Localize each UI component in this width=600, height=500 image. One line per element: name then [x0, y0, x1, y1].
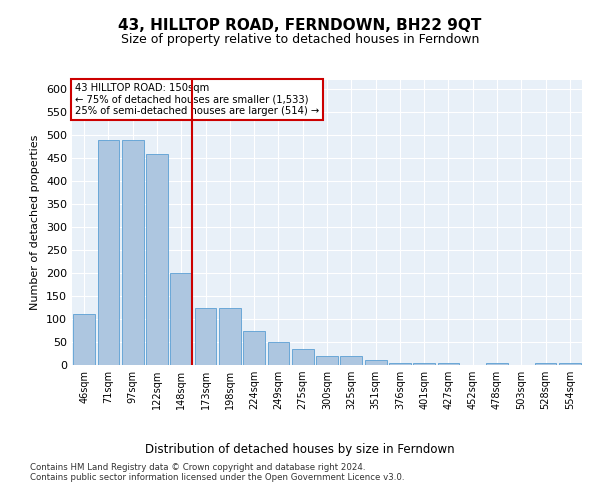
Y-axis label: Number of detached properties: Number of detached properties	[31, 135, 40, 310]
Bar	[170, 273, 192, 365]
Bar	[219, 308, 241, 365]
Bar	[559, 362, 581, 365]
Bar	[268, 342, 289, 365]
Bar	[122, 140, 143, 365]
Text: Size of property relative to detached houses in Ferndown: Size of property relative to detached ho…	[121, 32, 479, 46]
Bar	[365, 360, 386, 365]
Bar	[389, 362, 411, 365]
Bar	[73, 314, 95, 365]
Text: 43 HILLTOP ROAD: 150sqm
← 75% of detached houses are smaller (1,533)
25% of semi: 43 HILLTOP ROAD: 150sqm ← 75% of detache…	[74, 83, 319, 116]
Text: Contains HM Land Registry data © Crown copyright and database right 2024.
Contai: Contains HM Land Registry data © Crown c…	[30, 462, 404, 482]
Bar	[316, 356, 338, 365]
Bar	[340, 356, 362, 365]
Bar	[146, 154, 168, 365]
Bar	[97, 140, 119, 365]
Bar	[292, 349, 314, 365]
Text: Distribution of detached houses by size in Ferndown: Distribution of detached houses by size …	[145, 442, 455, 456]
Bar	[535, 362, 556, 365]
Bar	[194, 308, 217, 365]
Bar	[243, 330, 265, 365]
Bar	[437, 362, 460, 365]
Bar	[413, 362, 435, 365]
Text: 43, HILLTOP ROAD, FERNDOWN, BH22 9QT: 43, HILLTOP ROAD, FERNDOWN, BH22 9QT	[118, 18, 482, 32]
Bar	[486, 362, 508, 365]
